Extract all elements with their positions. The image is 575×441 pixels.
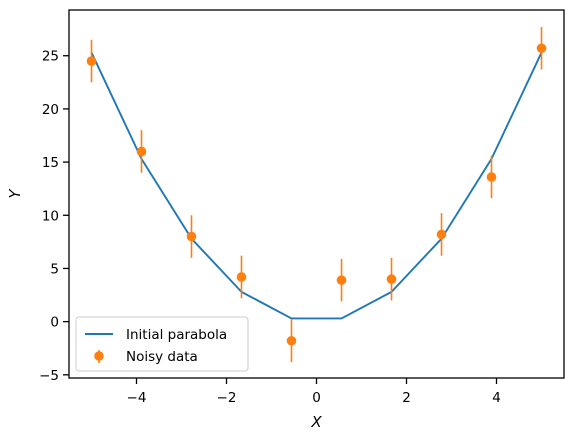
legend-label-initial-parabola: Initial parabola <box>126 327 227 343</box>
data-point <box>536 43 547 54</box>
series-line-initial-parabola <box>90 52 543 320</box>
data-point <box>386 274 397 284</box>
data-point <box>336 275 347 285</box>
x-tick-label: −2 <box>217 390 237 406</box>
data-point <box>186 231 197 242</box>
legend-swatch-noisy-data <box>94 351 104 361</box>
y-tick-label: 20 <box>42 102 59 118</box>
y-axis-label: Y <box>6 188 24 199</box>
x-tick-label: 2 <box>402 390 411 406</box>
x-tick-label: −4 <box>127 390 147 406</box>
data-point <box>136 146 147 157</box>
x-axis-label: X <box>310 413 322 431</box>
legend-box <box>75 316 249 372</box>
y-tick-label: −5 <box>39 368 59 384</box>
legend-label-noisy-data: Noisy data <box>126 349 198 365</box>
data-point <box>86 56 97 66</box>
y-tick-label: 25 <box>42 49 59 65</box>
x-tick-label: 4 <box>492 390 501 406</box>
x-tick-label: 0 <box>312 390 321 406</box>
y-tick-label: 0 <box>50 315 59 331</box>
data-point <box>236 272 247 282</box>
data-point <box>286 335 297 346</box>
y-tick-label: 15 <box>42 155 59 171</box>
axis-ticks: −4 −2 0 2 4 −5 0 5 10 15 20 25 <box>39 49 501 406</box>
data-point <box>436 229 447 240</box>
plot-marks <box>86 27 547 363</box>
data-point <box>486 172 497 182</box>
y-tick-label: 5 <box>50 261 59 277</box>
legend: Initial parabola Noisy data <box>75 316 249 372</box>
y-tick-label: 10 <box>42 208 59 224</box>
